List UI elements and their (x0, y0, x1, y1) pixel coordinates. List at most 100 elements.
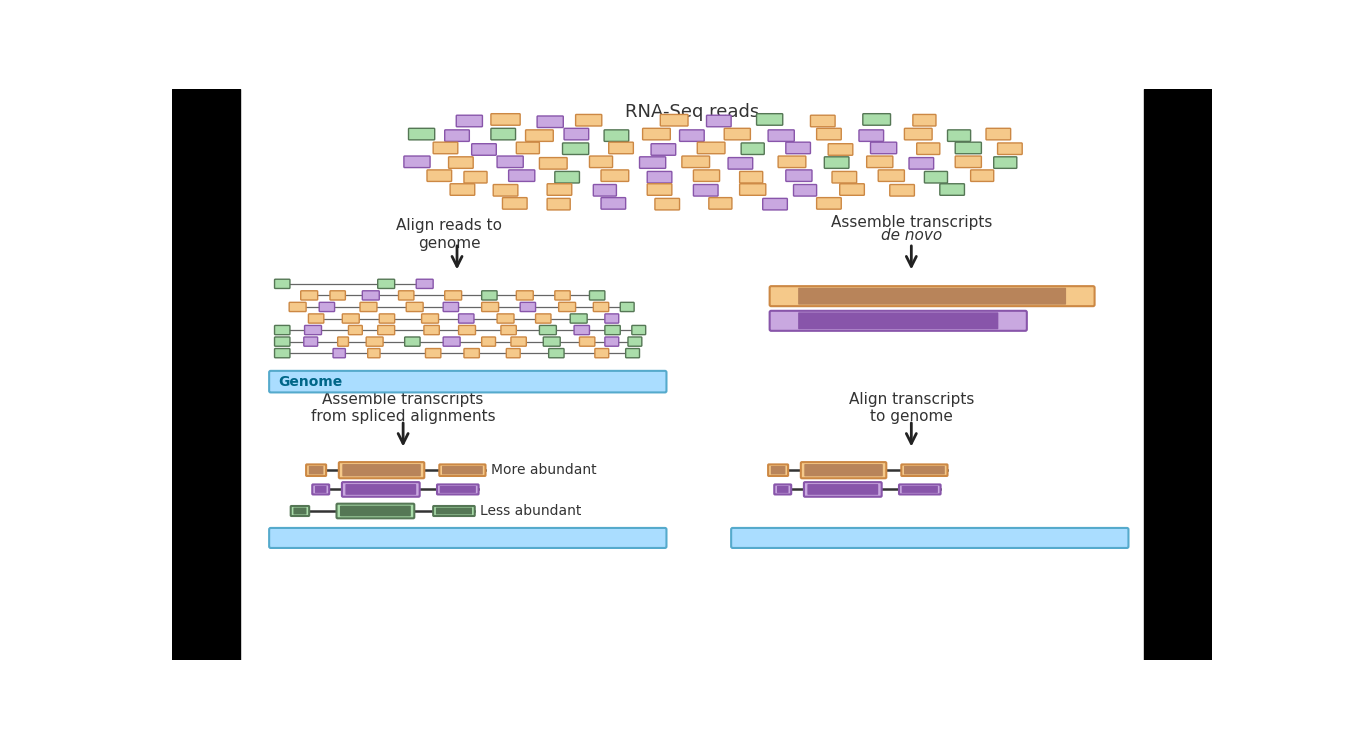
FancyBboxPatch shape (817, 197, 841, 209)
FancyBboxPatch shape (491, 114, 520, 125)
FancyBboxPatch shape (728, 157, 753, 169)
FancyBboxPatch shape (406, 302, 423, 312)
FancyBboxPatch shape (343, 314, 359, 323)
FancyBboxPatch shape (909, 157, 934, 169)
FancyBboxPatch shape (768, 464, 788, 476)
FancyBboxPatch shape (433, 506, 475, 516)
FancyBboxPatch shape (574, 326, 590, 335)
Text: More abundant: More abundant (491, 463, 597, 477)
FancyBboxPatch shape (879, 170, 904, 182)
FancyBboxPatch shape (444, 130, 470, 142)
FancyBboxPatch shape (948, 130, 971, 142)
FancyBboxPatch shape (502, 197, 526, 209)
FancyBboxPatch shape (563, 143, 589, 154)
FancyBboxPatch shape (497, 156, 524, 168)
FancyBboxPatch shape (647, 184, 672, 195)
FancyBboxPatch shape (825, 157, 849, 168)
FancyBboxPatch shape (595, 349, 609, 358)
FancyBboxPatch shape (342, 482, 420, 496)
FancyBboxPatch shape (807, 484, 879, 495)
FancyBboxPatch shape (570, 314, 587, 323)
FancyBboxPatch shape (555, 291, 570, 300)
FancyBboxPatch shape (509, 170, 535, 182)
FancyBboxPatch shape (775, 485, 791, 494)
Text: Assemble transcripts: Assemble transcripts (830, 214, 992, 229)
FancyBboxPatch shape (540, 326, 556, 335)
FancyBboxPatch shape (778, 156, 806, 168)
FancyBboxPatch shape (444, 291, 462, 300)
FancyBboxPatch shape (601, 170, 629, 182)
FancyBboxPatch shape (555, 171, 579, 183)
FancyBboxPatch shape (798, 288, 1066, 305)
FancyBboxPatch shape (312, 485, 329, 494)
FancyBboxPatch shape (405, 337, 420, 347)
FancyBboxPatch shape (437, 485, 479, 494)
FancyBboxPatch shape (309, 466, 324, 474)
FancyBboxPatch shape (871, 142, 896, 154)
FancyBboxPatch shape (559, 302, 575, 312)
FancyBboxPatch shape (543, 337, 560, 347)
FancyBboxPatch shape (601, 197, 625, 209)
FancyBboxPatch shape (378, 326, 394, 335)
FancyBboxPatch shape (456, 115, 482, 127)
FancyBboxPatch shape (379, 314, 394, 323)
FancyBboxPatch shape (348, 326, 362, 335)
FancyBboxPatch shape (956, 142, 981, 154)
FancyBboxPatch shape (724, 128, 751, 139)
FancyBboxPatch shape (315, 486, 327, 493)
FancyBboxPatch shape (464, 349, 479, 358)
FancyBboxPatch shape (998, 143, 1022, 154)
FancyBboxPatch shape (416, 279, 433, 289)
FancyBboxPatch shape (482, 302, 498, 312)
FancyBboxPatch shape (329, 291, 346, 300)
FancyBboxPatch shape (697, 142, 725, 154)
FancyBboxPatch shape (497, 314, 514, 323)
FancyBboxPatch shape (709, 197, 732, 209)
FancyBboxPatch shape (427, 170, 452, 182)
FancyBboxPatch shape (366, 337, 383, 347)
FancyBboxPatch shape (339, 462, 424, 479)
FancyBboxPatch shape (679, 130, 705, 142)
FancyBboxPatch shape (640, 157, 666, 168)
FancyBboxPatch shape (547, 198, 570, 210)
Text: Less abundant: Less abundant (481, 504, 582, 518)
Text: Assemble transcripts
from spliced alignments: Assemble transcripts from spliced alignm… (310, 392, 495, 424)
FancyBboxPatch shape (421, 314, 439, 323)
FancyBboxPatch shape (439, 464, 486, 476)
FancyBboxPatch shape (433, 142, 458, 154)
FancyBboxPatch shape (289, 302, 306, 312)
FancyBboxPatch shape (274, 279, 290, 289)
FancyBboxPatch shape (805, 464, 883, 476)
FancyBboxPatch shape (778, 486, 788, 493)
FancyBboxPatch shape (655, 198, 679, 210)
FancyBboxPatch shape (828, 144, 853, 155)
FancyBboxPatch shape (890, 185, 914, 196)
FancyBboxPatch shape (464, 171, 487, 183)
FancyBboxPatch shape (319, 302, 335, 312)
FancyBboxPatch shape (986, 128, 1011, 139)
FancyBboxPatch shape (810, 115, 836, 127)
FancyBboxPatch shape (609, 142, 633, 154)
FancyBboxPatch shape (899, 485, 941, 494)
FancyBboxPatch shape (625, 349, 640, 358)
FancyBboxPatch shape (536, 314, 551, 323)
FancyBboxPatch shape (925, 171, 948, 183)
FancyBboxPatch shape (803, 482, 882, 496)
FancyBboxPatch shape (510, 337, 526, 347)
FancyBboxPatch shape (694, 170, 720, 182)
Text: Align reads to
genome: Align reads to genome (397, 218, 502, 251)
FancyBboxPatch shape (269, 371, 667, 393)
FancyBboxPatch shape (274, 349, 290, 358)
FancyBboxPatch shape (913, 114, 936, 126)
FancyBboxPatch shape (590, 291, 605, 300)
FancyBboxPatch shape (525, 130, 553, 142)
FancyBboxPatch shape (424, 326, 439, 335)
FancyBboxPatch shape (575, 114, 602, 126)
FancyBboxPatch shape (443, 302, 459, 312)
FancyBboxPatch shape (902, 486, 938, 493)
FancyBboxPatch shape (620, 302, 634, 312)
FancyBboxPatch shape (817, 128, 841, 139)
FancyBboxPatch shape (902, 464, 948, 476)
FancyBboxPatch shape (769, 311, 1027, 331)
FancyBboxPatch shape (593, 302, 609, 312)
